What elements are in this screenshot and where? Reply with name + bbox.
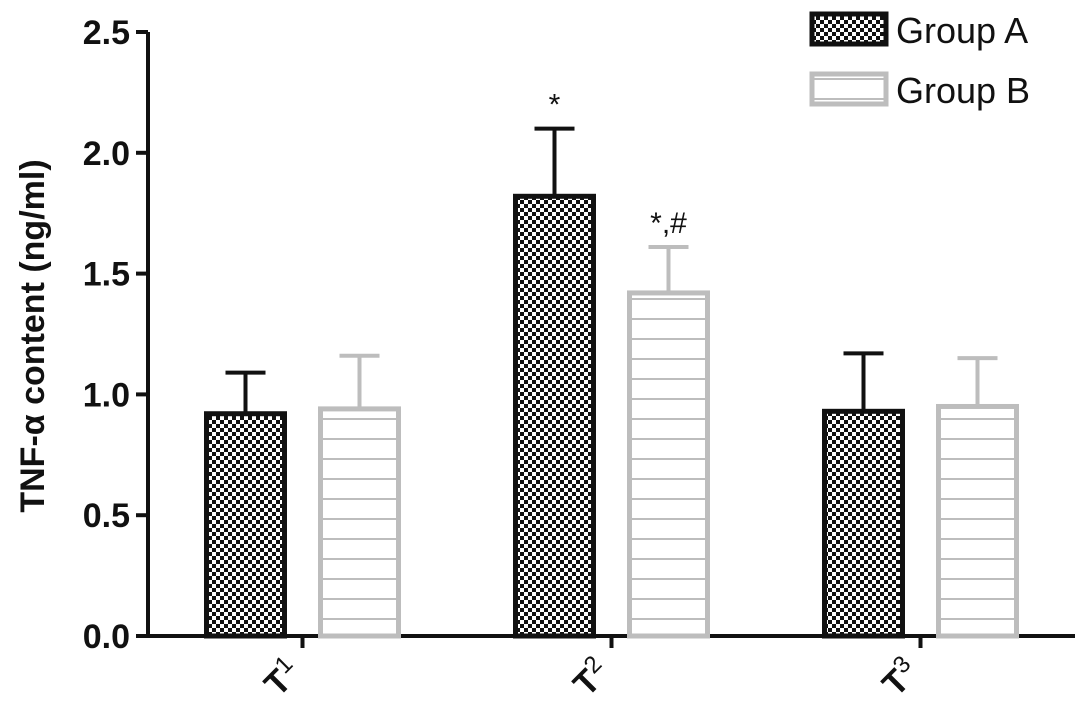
significance-label: *: [549, 89, 561, 122]
bar-group-a: [513, 193, 596, 639]
y-tick-label: 1.5: [83, 256, 130, 294]
y-tick-label: 0.0: [83, 618, 130, 656]
legend-label: Group A: [896, 10, 1028, 51]
legend: Group A Group B: [809, 10, 1030, 111]
x-axis: T1 T2 T3: [148, 634, 1075, 704]
y-axis: 0.0 0.5 1.0 1.5 2.0 2.5: [83, 14, 150, 656]
bar-group-a: [822, 408, 905, 639]
bar-group-b: [627, 290, 710, 639]
legend-swatch: [809, 11, 889, 47]
legend-swatch: [809, 71, 889, 107]
y-tick-label: 2.0: [83, 135, 130, 173]
bar-group-a: [204, 411, 287, 639]
y-tick-label: 0.5: [83, 497, 130, 535]
x-tick-label: T2: [564, 651, 617, 704]
y-axis-title: TNF-α content (ng/ml): [14, 159, 52, 512]
x-tick-label: T3: [873, 651, 926, 704]
x-tick-label: T1: [255, 651, 308, 704]
legend-label: Group B: [896, 70, 1030, 111]
bars: * *,#: [204, 89, 1019, 639]
bar-group-b: [318, 406, 401, 639]
significance-label: *,#: [650, 207, 687, 240]
bar-group-b: [936, 403, 1019, 639]
y-tick-label: 2.5: [83, 14, 130, 52]
y-tick-label: 1.0: [83, 376, 130, 414]
